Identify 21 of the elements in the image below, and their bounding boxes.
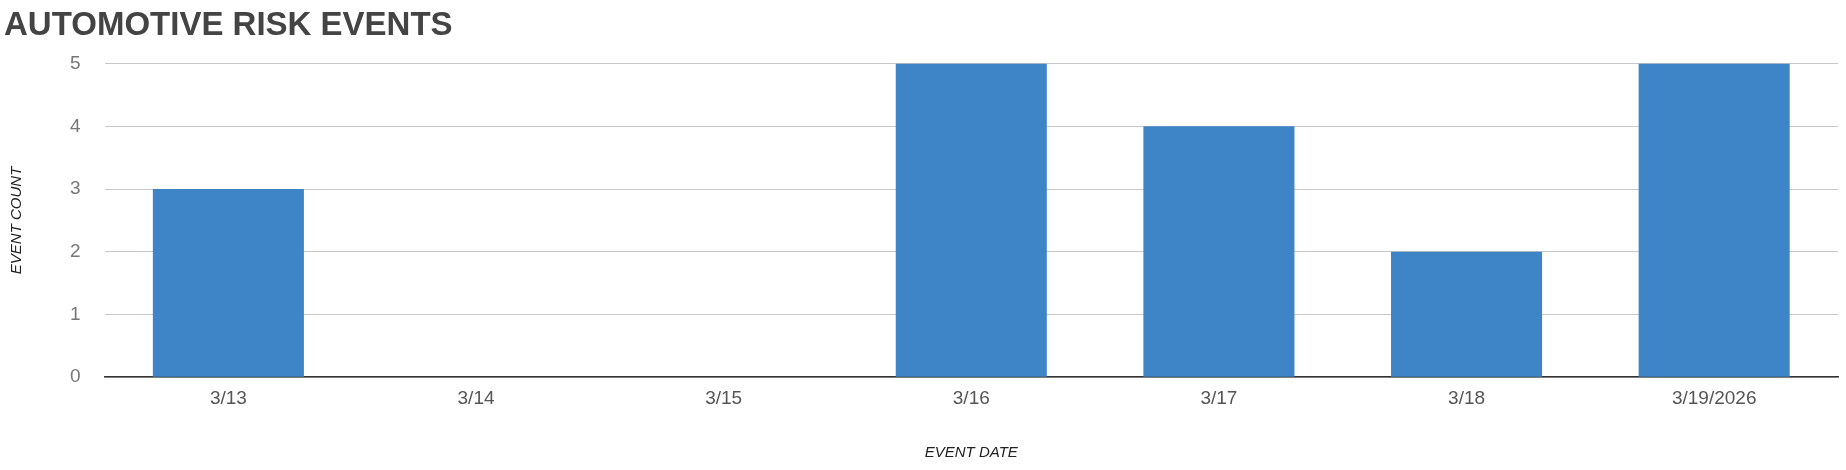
y-tick-label: 2 — [69, 239, 81, 261]
x-tick-label: 3/17 — [1200, 386, 1238, 408]
bar — [1391, 251, 1543, 377]
bar — [152, 189, 304, 377]
x-tick-label: 3/14 — [457, 386, 495, 408]
y-axis-title: EVENT COUNT — [7, 164, 25, 275]
y-tick-label: 4 — [69, 114, 81, 136]
x-tick-label: 3/18 — [1448, 386, 1486, 408]
bar — [1143, 126, 1295, 377]
bar — [1638, 63, 1790, 377]
x-tick-label: 3/19/2026 — [1671, 386, 1757, 408]
y-tick-label: 3 — [69, 177, 81, 199]
bar — [895, 63, 1047, 377]
chart-title: AUTOMOTIVE RISK EVENTS — [4, 4, 453, 42]
y-tick-label: 0 — [69, 365, 81, 387]
y-tick-label: 5 — [69, 51, 81, 73]
x-tick-label: 3/13 — [209, 386, 247, 408]
x-tick-label: 3/15 — [705, 386, 743, 408]
y-tick-label: 1 — [69, 302, 81, 324]
x-tick-label: 3/16 — [952, 386, 990, 408]
x-axis-title: EVENT DATE — [924, 443, 1019, 461]
